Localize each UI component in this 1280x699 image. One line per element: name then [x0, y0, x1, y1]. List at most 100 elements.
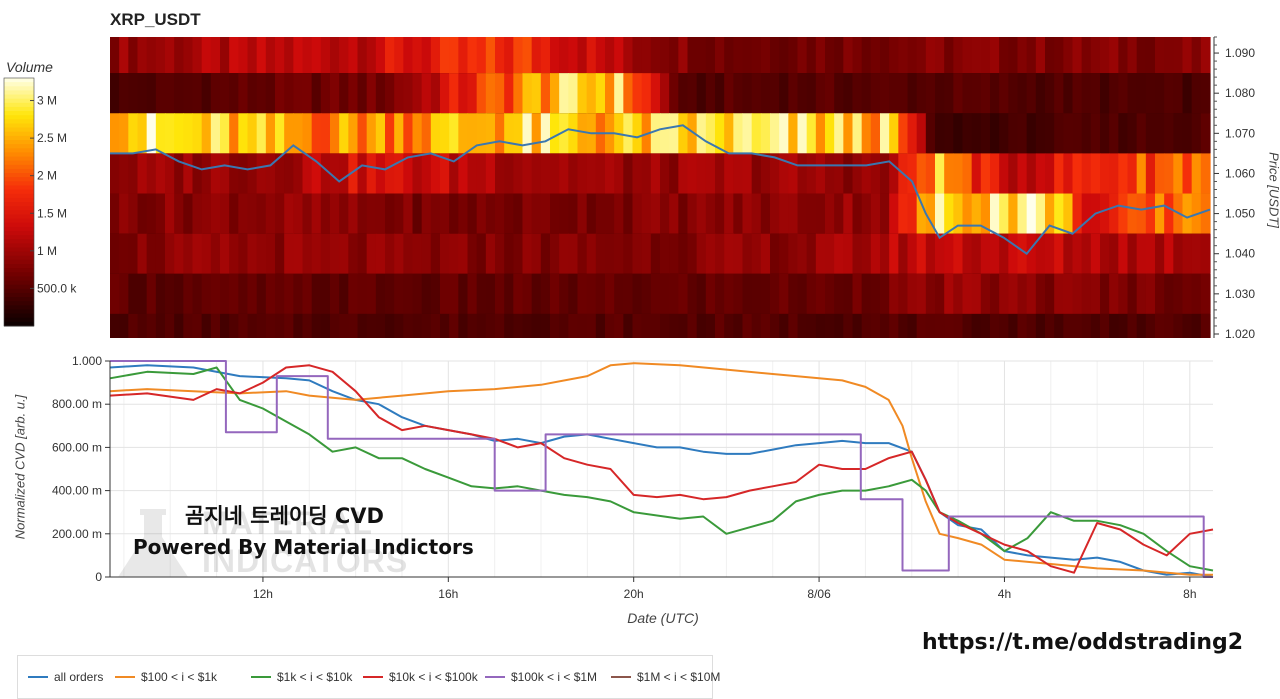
heatmap-cell [1192, 37, 1202, 73]
heatmap-cell [376, 314, 386, 338]
legend-item[interactable]: all orders [28, 670, 103, 684]
heatmap-cell [660, 274, 670, 314]
heatmap-cell [1128, 194, 1138, 234]
heatmap-cell [486, 113, 496, 153]
heatmap-cell [614, 37, 624, 73]
heatmap-cell [165, 153, 175, 193]
heatmap-cell [917, 73, 927, 113]
heatmap-cell [532, 113, 542, 153]
heatmap-cell [238, 113, 248, 153]
heatmap-cell [1091, 73, 1101, 113]
heatmap-cell [816, 274, 826, 314]
heatmap-cell [403, 153, 413, 193]
heatmap-cell [183, 234, 193, 274]
heatmap-cell [1100, 73, 1110, 113]
colorbar-segment [4, 152, 34, 157]
heatmap-cell [266, 234, 276, 274]
heatmap-cell [660, 37, 670, 73]
heatmap-cell [834, 194, 844, 234]
heatmap-cell [1146, 194, 1156, 234]
heatmap-cell [587, 234, 597, 274]
heatmap-cell [862, 194, 872, 234]
heatmap-cell [697, 113, 707, 153]
heatmap-cell [147, 234, 157, 274]
colorbar-segment [4, 219, 34, 224]
heatmap-cell [495, 37, 505, 73]
legend-label: $100 < i < $1k [141, 670, 217, 684]
heatmap-cell [853, 37, 863, 73]
legend-item[interactable]: $100k < i < $1M [485, 670, 597, 684]
colorbar-segment [4, 169, 34, 174]
heatmap-cell [431, 314, 441, 338]
heatmap-cell [898, 314, 908, 338]
heatmap-cell [1082, 194, 1092, 234]
heatmap-cell [651, 314, 661, 338]
heatmap-cell [257, 234, 267, 274]
legend-item[interactable]: $1M < i < $10M [611, 670, 720, 684]
heatmap-cell [266, 274, 276, 314]
heatmap-cell [605, 314, 615, 338]
heatmap-cell [1045, 314, 1055, 338]
heatmap-cell [413, 314, 423, 338]
heatmap-cell [1073, 314, 1083, 338]
heatmap-cell [678, 314, 688, 338]
colorbar-tick-label: 500.0 k [37, 281, 77, 295]
telegram-link[interactable]: https://t.me/oddstrading2 [922, 630, 1243, 655]
legend-item[interactable]: $10k < i < $100k [363, 670, 478, 684]
heatmap-cell [651, 153, 661, 193]
heatmap-cell [944, 37, 954, 73]
heatmap-cell [413, 194, 423, 234]
heatmap-cell [394, 194, 404, 234]
heatmap-cell [119, 73, 129, 113]
heatmap-cell [999, 234, 1009, 274]
price-axis-label: Price [USDT] [1267, 152, 1280, 228]
heatmap-cell [449, 274, 459, 314]
heatmap-cell [138, 153, 148, 193]
heatmap-cell [174, 113, 184, 153]
heatmap-cell [1091, 194, 1101, 234]
heatmap-cell [1183, 194, 1193, 234]
heatmap-cell [908, 37, 918, 73]
heatmap-cell [440, 73, 450, 113]
heatmap-cell [330, 153, 340, 193]
heatmap-cell [339, 73, 349, 113]
heatmap-cell [348, 73, 358, 113]
heatmap-cell [834, 37, 844, 73]
heatmap-cell [651, 194, 661, 234]
heatmap-cell [248, 113, 258, 153]
heatmap-cell [238, 314, 248, 338]
heatmap-cell [229, 274, 239, 314]
heatmap-cell [889, 37, 899, 73]
heatmap-cell [1091, 113, 1101, 153]
heatmap-cell [898, 113, 908, 153]
heatmap-cell [779, 153, 789, 193]
legend-item[interactable]: $1k < i < $10k [251, 670, 352, 684]
heatmap-cell [816, 113, 826, 153]
heatmap-cell [1073, 274, 1083, 314]
legend-swatch [28, 676, 48, 678]
heatmap-cell [550, 314, 560, 338]
heatmap-cell [660, 153, 670, 193]
heatmap-cell [348, 153, 358, 193]
heatmap-cell [257, 153, 267, 193]
heatmap-cell [633, 194, 643, 234]
heatmap-cell [1036, 274, 1046, 314]
heatmap-cell [688, 234, 698, 274]
heatmap-cell [376, 73, 386, 113]
heatmap-cell [843, 153, 853, 193]
heatmap-cell [935, 314, 945, 338]
heatmap-cell [458, 37, 468, 73]
heatmap-cell [1100, 234, 1110, 274]
heatmap-cell [999, 73, 1009, 113]
legend-item[interactable]: $100 < i < $1k [115, 670, 217, 684]
heatmap-cell [825, 113, 835, 153]
heatmap-cell [1192, 113, 1202, 153]
heatmap-cell [953, 234, 963, 274]
heatmap-cell [458, 153, 468, 193]
heatmap-cell [238, 234, 248, 274]
heatmap-cell [1073, 113, 1083, 153]
heatmap-cell [330, 113, 340, 153]
colorbar-segment [4, 268, 34, 273]
price-line[interactable] [110, 125, 1210, 253]
